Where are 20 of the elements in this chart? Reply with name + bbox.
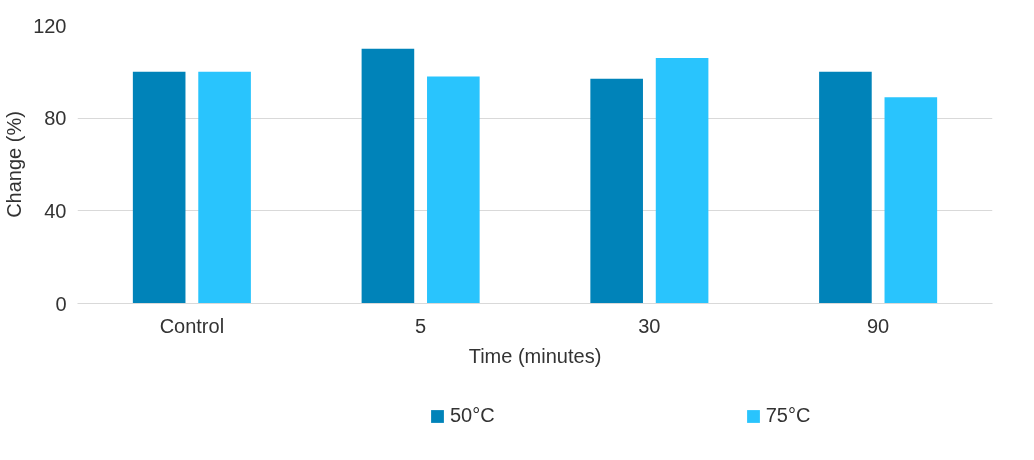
bar — [819, 71, 872, 304]
bar — [884, 97, 938, 304]
y-tick-label: 40 — [44, 199, 67, 222]
x-tick-label: Control — [159, 314, 225, 337]
bar — [132, 71, 186, 304]
bar — [590, 78, 643, 304]
bar — [655, 57, 709, 304]
x-tick-label: 30 — [638, 314, 661, 337]
bar — [198, 71, 251, 304]
x-tick-label: 90 — [867, 314, 890, 337]
x-tick-label: 5 — [415, 314, 427, 337]
y-tick-label: 120 — [33, 14, 67, 37]
legend-label: 75°C — [765, 404, 811, 427]
bar — [361, 48, 415, 304]
legend-label: 50°C — [450, 404, 495, 427]
y-tick-label: 0 — [55, 292, 67, 315]
y-tick-label: 80 — [44, 107, 67, 130]
bar — [427, 76, 480, 304]
x-axis-title: Time (minutes) — [468, 344, 602, 367]
y-axis-title: Change (%) — [3, 111, 26, 218]
